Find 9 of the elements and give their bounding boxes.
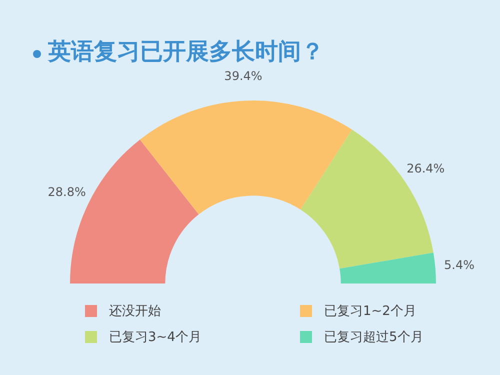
data-label: 26.4%	[406, 161, 445, 176]
data-label: 39.4%	[224, 68, 262, 83]
legend-label: 已复习3~4个月	[109, 329, 202, 346]
data-label: 5.4%	[444, 258, 475, 272]
legend-label: 还没开始	[109, 303, 161, 320]
chart-title: 英语复习已开展多长时间？	[48, 38, 324, 67]
data-label: 28.8%	[48, 185, 86, 200]
legend-label: 已复习1~2个月	[324, 303, 416, 320]
legend-label: 已复习超过5个月	[324, 329, 424, 346]
